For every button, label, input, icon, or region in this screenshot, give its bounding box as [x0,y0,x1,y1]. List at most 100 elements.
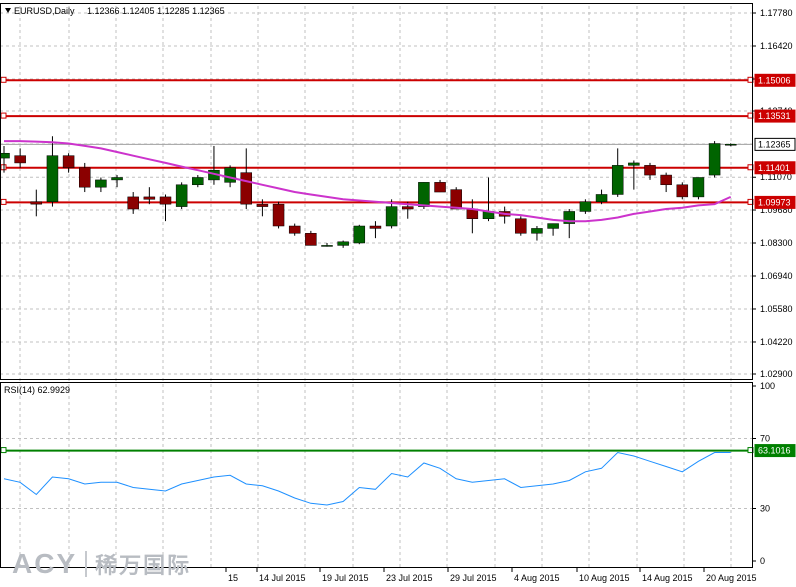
dropdown-triangle-icon[interactable] [5,8,11,13]
ohlc-values: 1.12366 1.12405 1.12285 1.12365 [87,6,225,16]
x-tick-label: 15 [228,573,238,583]
y-tick-label: 1.02900 [760,369,793,379]
y-tick-label: 1.08300 [760,238,793,248]
y-tick-label: 1.11070 [760,172,792,182]
candle-body [692,177,705,198]
watermark-separator [85,551,88,577]
rsi-tick-label: 0 [760,556,765,566]
candle-body [418,182,430,207]
level-handle [0,112,7,119]
candle-body [531,228,543,234]
candle-body [0,152,10,159]
candle-body [579,201,592,212]
price-tag-box [754,137,796,151]
moving-average-line [4,140,732,223]
x-tick-labels: 15 14 Jul 2015 19 Jul 2015 23 Jul 2015 29 Ju… [225,568,757,583]
candle-body [450,189,462,210]
candle-body [127,196,139,210]
price-pane [0,76,754,248]
y-tick-label: 1.09680 [760,205,793,215]
candle-body [175,184,188,207]
watermark-chinese: 稀万国际 [95,554,192,579]
candle-body [708,143,721,176]
candle-body [305,233,317,246]
candle-body [240,172,252,205]
candle-body [611,165,624,195]
x-tick-label: 14 Aug 2015 [642,573,693,583]
grid [0,6,752,568]
candle-body [385,206,398,227]
x-tick-label: 20 Aug 2015 [706,573,757,583]
candle-body [660,174,672,186]
rsi-pane-frame [0,382,753,568]
candle-body [337,241,349,246]
candle-body [563,211,575,224]
y-tick-label: 1.06940 [760,271,793,281]
candle-body [30,201,43,205]
y-tick-label: 1.05580 [760,304,793,314]
candle-body [224,167,236,183]
watermark-brand: ACY [12,548,78,579]
symbol-label: EURUSD,Daily [14,6,75,16]
candle-body [46,155,59,202]
level-handle [0,447,7,454]
level-handle [0,76,7,83]
y-tick-label: 1.16420 [760,41,793,51]
chart-header: EURUSD,Daily 1.12366 1.12405 1.12285 1.1… [5,6,225,16]
watermark-logo: ACY 稀万国际 [12,546,191,582]
candle-body [434,182,446,193]
rsi-title: RSI(14) 62.9929 [4,385,70,395]
x-tick-label: 23 Jul 2015 [386,573,433,583]
rsi-pane [0,447,754,506]
candle-body [321,245,333,247]
price-tags: 1.15006 1.13531 1.11401 1.09973 1.12365 63.10… [754,73,796,458]
candle-body [159,196,172,205]
candle-body [595,194,608,202]
candle-body [628,162,640,166]
y-tick-label: 1.04220 [760,337,793,347]
candle-body [676,184,689,198]
candle-body [644,165,656,176]
candle-body [111,177,123,181]
candle-body [547,223,559,229]
candle-body [79,167,91,188]
rsi-tick-label: 70 [760,434,770,444]
candle-body [143,196,156,200]
candle-body [725,144,737,146]
price-tag-label: 1.11401 [758,163,790,173]
price-tag-box [754,444,796,458]
x-tick-label: 14 Jul 2015 [259,573,306,583]
candle-body [256,203,269,207]
level-handle [0,198,7,205]
candle-body [14,155,26,164]
price-tag-label: 1.12365 [758,139,791,149]
y-tick-label: 1.17780 [760,8,793,18]
candle-body [95,179,107,188]
price-pane-frame [0,3,753,380]
x-tick-label: 10 Aug 2015 [579,573,630,583]
price-tag-box [754,195,796,209]
price-tag-label: 1.13531 [758,111,791,121]
rsi-tick-label: 30 [760,504,770,514]
x-tick-label: 4 Aug 2015 [514,573,560,583]
candle-body [192,177,204,186]
price-tag-label: 63.1016 [758,446,791,456]
rsi-line [3,451,731,506]
axes [0,3,753,568]
price-tag-label: 1.09973 [758,197,791,207]
x-tick-label: 29 Jul 2015 [450,573,497,583]
candle-body [272,203,285,227]
price-tag-box [754,161,796,175]
candle-body [288,225,301,234]
candle-body [62,155,75,169]
candles [0,136,737,248]
candle-body [402,206,414,210]
candle-body [369,225,382,229]
price-tag-label: 1.15006 [758,75,791,85]
rsi-tick-label: 100 [760,381,775,391]
candle-body [353,225,366,244]
rsi-tick-labels: 100 70 30 0 [752,381,775,566]
price-tag-box [754,109,796,123]
candle-body [515,218,527,234]
